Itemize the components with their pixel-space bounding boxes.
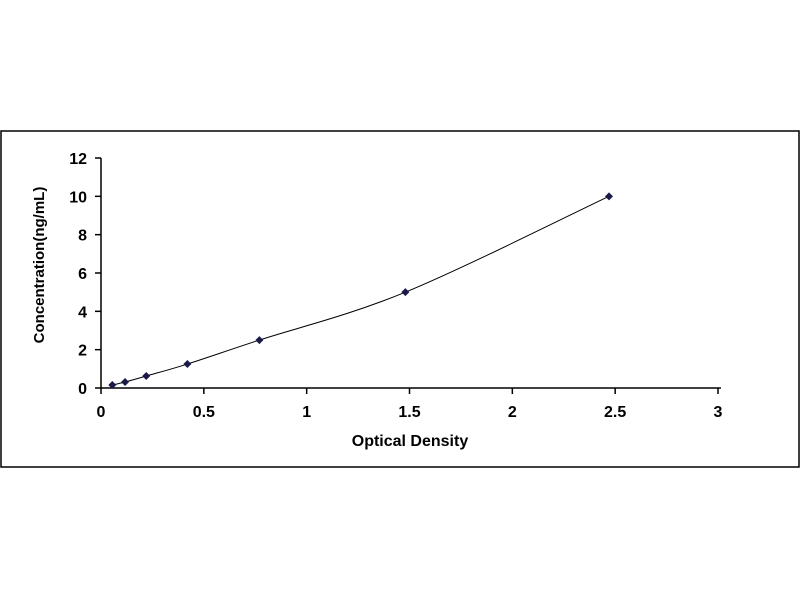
x-tick-label: 1.5 [398, 404, 420, 421]
y-tick-label: 6 [78, 266, 87, 283]
data-point [255, 336, 264, 345]
x-tick-label: 3 [714, 404, 723, 421]
chart-frame [0, 130, 800, 468]
x-tick-label: 0 [97, 404, 106, 421]
fit-curve [112, 195, 610, 386]
data-point [142, 372, 151, 381]
y-tick-label: 4 [78, 304, 87, 321]
data-point [604, 192, 613, 201]
data-point [401, 288, 410, 297]
x-tick-label: 2 [508, 404, 517, 421]
x-tick-label: 1 [302, 404, 311, 421]
data-point [108, 381, 117, 390]
x-tick-label: 0.5 [193, 404, 215, 421]
y-tick-label: 2 [78, 343, 87, 360]
x-tick-label: 2.5 [604, 404, 626, 421]
y-tick-label: 10 [69, 189, 87, 206]
data-point [121, 378, 130, 387]
data-point [183, 360, 192, 369]
x-axis-label: Optical Density [352, 433, 469, 450]
y-tick-label: 12 [69, 151, 87, 168]
y-tick-label: 8 [78, 228, 87, 245]
y-axis-label: Concentration(ng/mL) [31, 187, 48, 344]
y-tick-label: 0 [78, 381, 87, 398]
